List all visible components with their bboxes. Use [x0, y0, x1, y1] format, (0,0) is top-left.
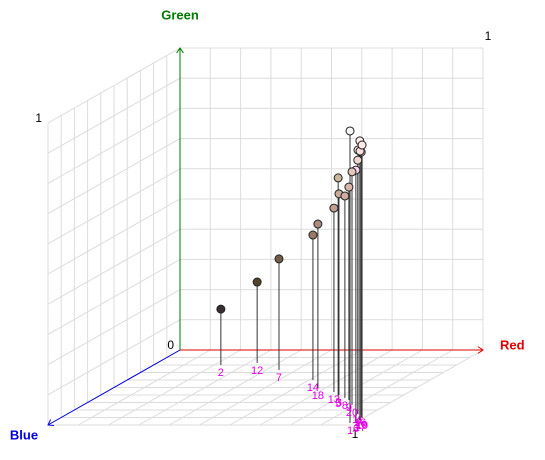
grid-line [47, 47, 181, 124]
point-label: 16 [354, 417, 366, 429]
point-label: 4 [355, 416, 361, 428]
x-tick-label: 1 [485, 29, 492, 43]
point [345, 126, 355, 136]
point-label: 7 [276, 372, 282, 384]
z-tick-label: 1 [352, 427, 359, 441]
point [340, 191, 350, 201]
point-label: 10 [355, 419, 367, 431]
z-axis-title: Blue [10, 427, 38, 442]
point-label: 19 [356, 420, 368, 432]
grid-line [47, 138, 181, 215]
point [344, 182, 354, 192]
point [313, 219, 323, 229]
z-axis-head [47, 419, 55, 426]
point-label: 13 [328, 394, 340, 406]
point-label: 14 [307, 382, 319, 394]
point-label: 11 [352, 414, 363, 426]
point [357, 140, 367, 150]
point-label: 8 [342, 400, 348, 412]
y-axis-title: Green [161, 7, 199, 22]
grid-line [350, 349, 484, 426]
point-label: 2 [218, 367, 224, 379]
y-axis-head [176, 47, 184, 54]
y-tick-label: 0 [167, 338, 174, 352]
grid-line [320, 349, 453, 426]
x-axis-head [477, 346, 484, 354]
point [353, 155, 363, 165]
point-label: 1 [347, 425, 353, 437]
point-label: 12 [251, 365, 263, 377]
point [308, 230, 318, 240]
point-label: 6 [353, 423, 359, 435]
grid-line [229, 349, 363, 426]
grid-line [259, 349, 393, 426]
point-label: 17 [354, 422, 366, 434]
point-label: 20 [346, 407, 358, 419]
grid-line [47, 77, 181, 154]
point-label: 18 [312, 390, 324, 402]
point-label: 3 [336, 397, 342, 409]
point-label: 9 [346, 402, 352, 414]
point [274, 254, 284, 264]
z-axis [47, 349, 181, 426]
point [216, 304, 226, 314]
point [333, 173, 343, 183]
grid-line [47, 198, 181, 275]
grid-line [47, 168, 181, 245]
x-axis-title: Red [500, 337, 525, 352]
y-tick-label: 1 [35, 111, 42, 125]
grid-line [290, 349, 423, 426]
grid-line [47, 107, 181, 184]
point [329, 203, 339, 213]
point [252, 277, 262, 287]
point [347, 167, 357, 177]
point-label: 5 [335, 398, 341, 410]
